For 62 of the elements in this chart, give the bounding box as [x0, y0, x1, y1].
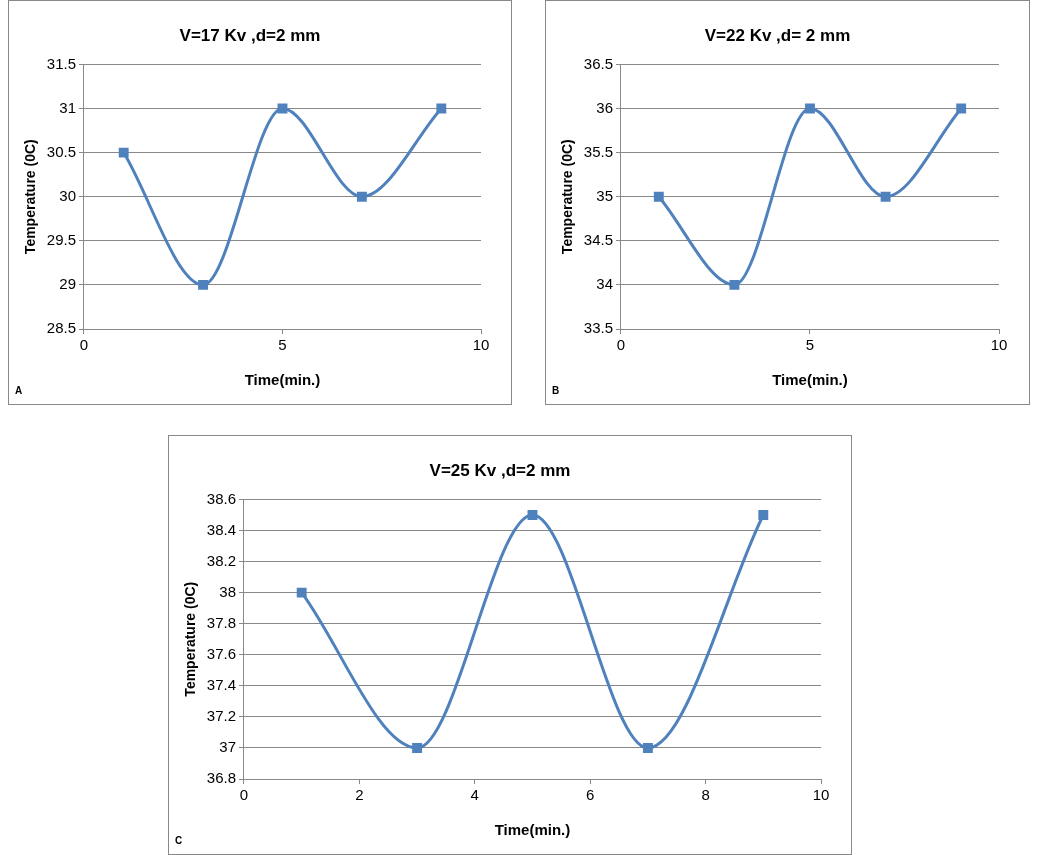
y-tick-label: 38.2 — [206, 551, 236, 569]
y-tick-label: 38 — [219, 582, 236, 600]
x-tick-label: 0 — [239, 786, 249, 804]
point — [805, 103, 815, 114]
point — [296, 587, 307, 598]
point — [527, 509, 538, 520]
y-tick-label: 34 — [596, 275, 613, 293]
y-tick-label: 28.5 — [46, 319, 76, 337]
text: B — [552, 384, 560, 396]
y-tick-label: 36.8 — [206, 769, 236, 787]
x-tick-label: 8 — [701, 786, 710, 804]
x-tick-label: 5 — [278, 336, 287, 354]
y-tick-label: 35.5 — [583, 142, 613, 160]
y-tick-label: 37 — [219, 738, 236, 756]
y-tick-label: 37.8 — [206, 613, 236, 631]
x-tick-label: 0 — [616, 336, 626, 354]
x-axis-title: Time(min.) — [772, 371, 848, 389]
x-tick-label: 0 — [79, 336, 89, 354]
x-tick-label: 10 — [812, 786, 830, 804]
x-tick-label: 2 — [355, 786, 364, 804]
point — [956, 103, 967, 114]
chart-title: V=17 Kv ,d=2 mm — [179, 25, 321, 45]
point — [356, 191, 367, 202]
y-tick-label: 30 — [59, 186, 76, 204]
y-tick-label: 37.6 — [206, 644, 236, 662]
y-tick-label: 30.5 — [46, 142, 76, 160]
point — [758, 509, 769, 520]
point — [198, 279, 209, 290]
x-tick-label: 10 — [472, 336, 490, 354]
y-tick-label: 38.6 — [206, 489, 236, 507]
point — [118, 147, 129, 158]
point — [642, 742, 653, 753]
point — [880, 191, 891, 202]
x-tick-label: 10 — [990, 336, 1008, 354]
x-axis-title: Time(min.) — [244, 371, 321, 389]
y-tick-label: 31 — [59, 98, 76, 116]
y-tick-label: 36 — [596, 98, 613, 116]
y-tick-label: 29 — [59, 275, 76, 293]
y-axis-title: Temperature (0C) — [22, 139, 39, 255]
y-tick-label: 38.4 — [206, 520, 236, 538]
point — [436, 103, 447, 114]
chart-title: V=22 Kv ,d= 2 mm — [704, 25, 851, 45]
y-tick-label: 31.5 — [46, 54, 76, 72]
x-tick-label: 5 — [805, 336, 815, 354]
y-tick-label: 37.2 — [206, 707, 236, 725]
y-tick-label: 37.4 — [206, 675, 236, 693]
x-tick-label: 6 — [586, 786, 595, 804]
y-tick-label: 36.5 — [583, 54, 613, 72]
y-tick-label: 33.5 — [583, 319, 613, 337]
x-axis-title: Time(min.) — [494, 821, 571, 839]
point — [653, 191, 664, 202]
point — [412, 742, 423, 753]
y-axis-title: Temperature (0C) — [559, 139, 576, 255]
y-tick-label: 29.5 — [46, 230, 76, 248]
y-tick-label: 35 — [596, 186, 613, 204]
text: C — [175, 834, 183, 846]
point — [729, 279, 740, 290]
y-tick-label: 34.5 — [583, 230, 613, 248]
text: A — [15, 384, 23, 396]
x-tick-label: 4 — [470, 786, 479, 804]
y-axis-title: Temperature (0C) — [182, 581, 199, 697]
chart-title: V=25 Kv ,d=2 mm — [429, 460, 571, 480]
